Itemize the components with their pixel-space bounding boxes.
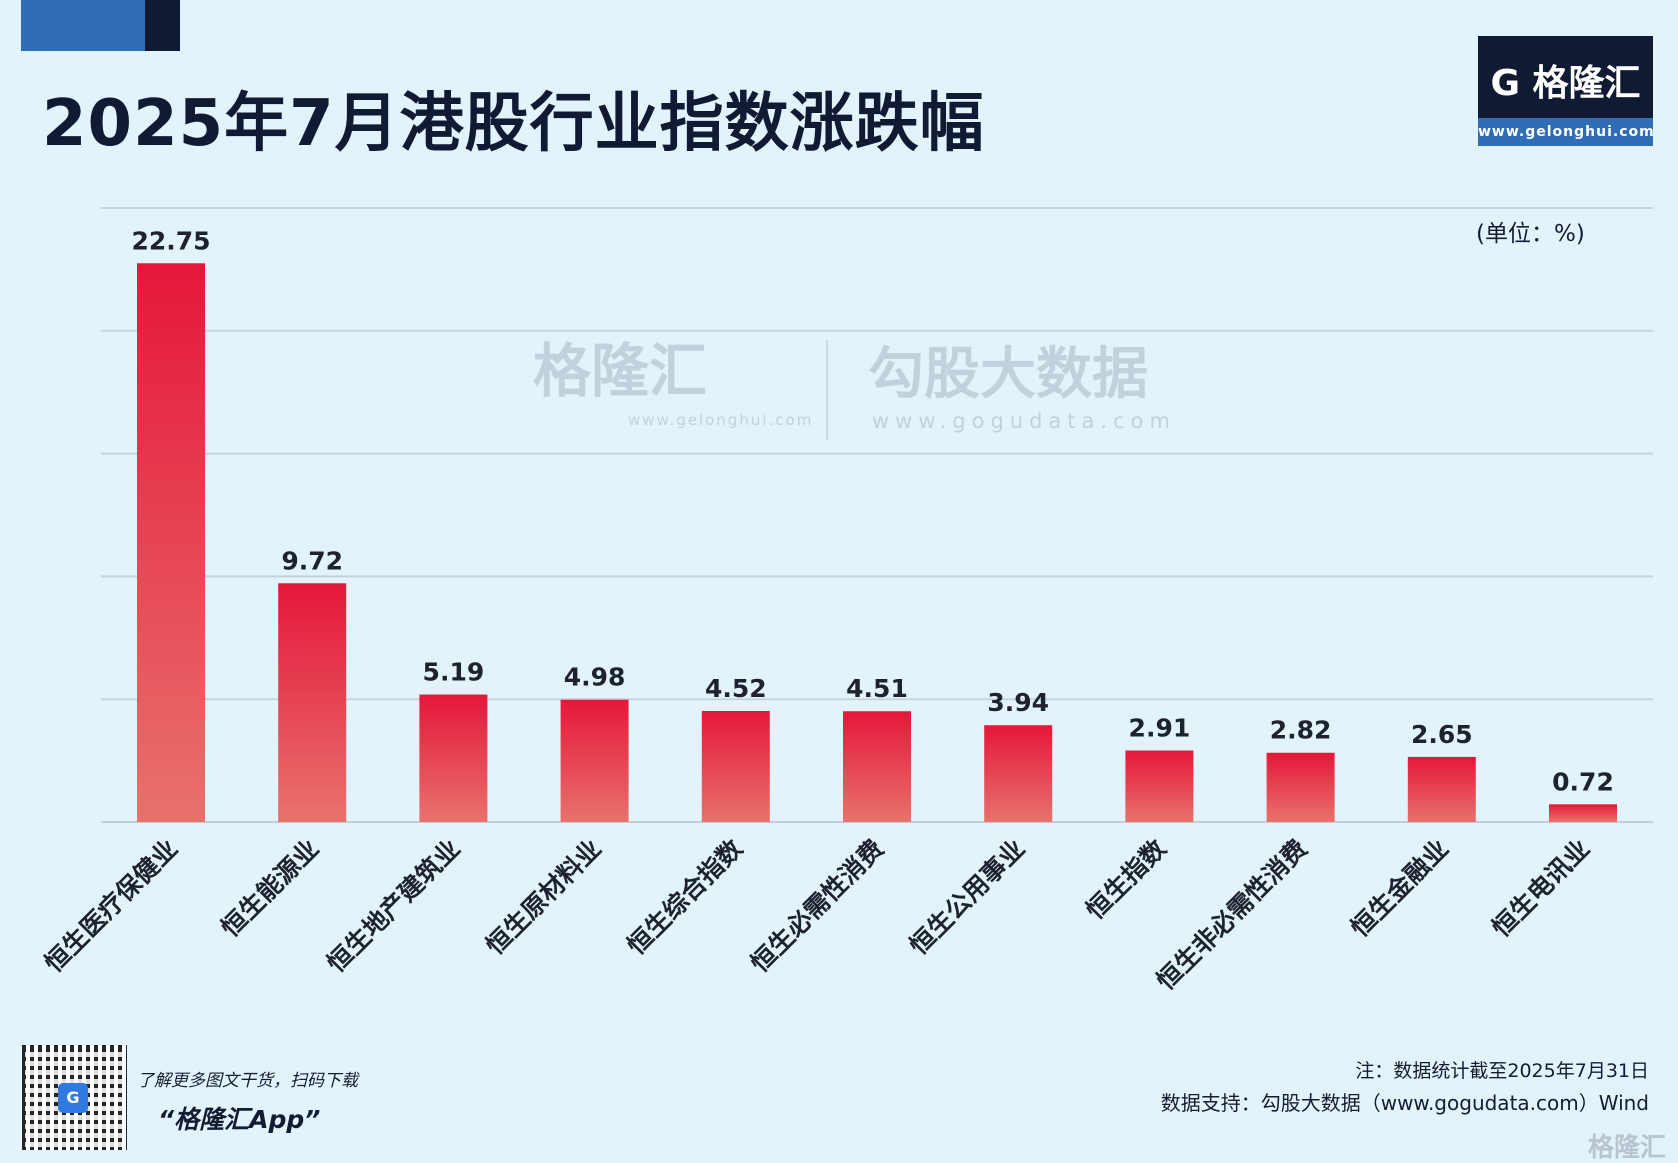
corner-logo: 格隆汇 [1587, 1133, 1666, 1163]
chart-title: 2025年7月港股行业指数涨跌幅 [42, 87, 985, 161]
category-label: 恒生医疗保健业 [39, 834, 183, 978]
value-label: 2.82 [1270, 716, 1332, 745]
value-label: 2.65 [1411, 720, 1473, 749]
value-label: 3.94 [987, 688, 1049, 717]
bar [137, 263, 205, 822]
category-label: 恒生综合指数 [621, 833, 748, 960]
app-name: “格隆汇App” [158, 1105, 321, 1134]
value-label: 4.98 [564, 663, 626, 692]
value-label: 0.72 [1552, 767, 1614, 796]
category-label: 恒生金融业 [1345, 834, 1454, 943]
value-label: 2.91 [1129, 714, 1191, 743]
bar [1125, 750, 1194, 822]
unit-label: (单位：%) [1476, 221, 1585, 247]
bar [1407, 756, 1476, 822]
category-label: 恒生指数 [1080, 833, 1172, 925]
category-label: 恒生原材料业 [480, 834, 607, 961]
header-decoration-dark [145, 0, 180, 51]
value-label: 9.72 [281, 546, 343, 575]
category-label: 恒生能源业 [216, 834, 325, 943]
bar [419, 694, 488, 822]
data-note: 注：数据统计截至2025年7月31日 [1355, 1060, 1649, 1082]
promo-text: 了解更多图文干货，扫码下载 [137, 1071, 358, 1091]
value-label: 4.51 [846, 674, 908, 703]
category-label: 恒生公用事业 [904, 834, 1031, 961]
bar [278, 583, 347, 822]
bar [1266, 752, 1335, 822]
bar [701, 710, 770, 822]
watermark-divider [826, 340, 828, 440]
category-label: 恒生电讯业 [1486, 834, 1595, 943]
value-label: 4.52 [705, 674, 767, 703]
category-label: 恒生地产建筑业 [321, 834, 465, 978]
header-decoration-blue [21, 0, 145, 51]
bar [1549, 804, 1617, 822]
data-source: 数据支持：勾股大数据（www.gogudata.com）Wind [1160, 1091, 1649, 1115]
qr-logo-icon: G [58, 1083, 88, 1113]
watermark-data: 勾股大数据 [868, 342, 1148, 407]
logo-url: www.gelonghui.com [1478, 118, 1654, 146]
bar [560, 699, 629, 822]
bar [984, 725, 1053, 822]
watermark-brand-url: www.gelonghui.com [628, 411, 814, 429]
gelonghui-logo: G 格隆汇 www.gelonghui.com [1478, 36, 1654, 146]
value-label: 5.19 [423, 658, 485, 687]
value-label: 22.75 [131, 226, 210, 255]
category-label: 恒生非必需性消费 [1151, 834, 1313, 996]
logo-name: G 格隆汇 [1490, 63, 1641, 104]
watermark-data-url: www.gogudata.com [872, 409, 1176, 433]
watermark-brand: 格隆汇 [533, 337, 708, 405]
category-label: 恒生必需性消费 [745, 834, 889, 978]
bar [843, 711, 911, 822]
